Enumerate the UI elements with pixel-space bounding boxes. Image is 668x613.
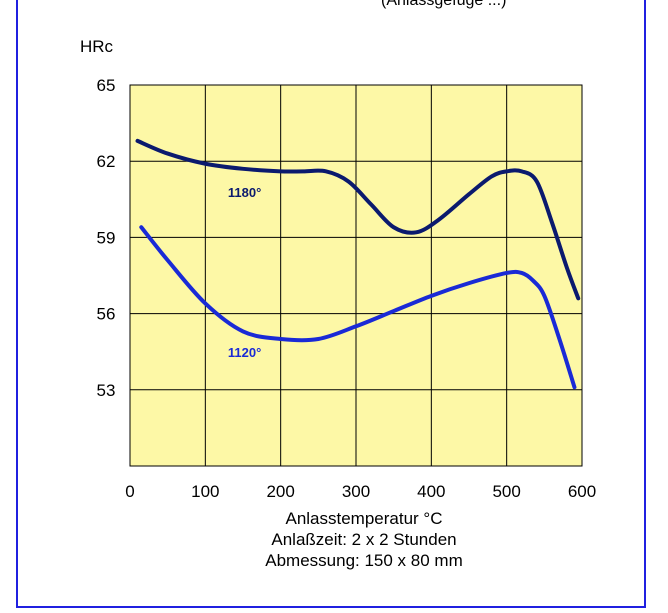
y-tick-label: 53 xyxy=(97,381,116,400)
y-tick-label: 59 xyxy=(97,228,116,247)
y-tick-label: 65 xyxy=(97,76,116,95)
ticks-layer: 0 100 200 300 400 500 600 53 56 59 62 65 xyxy=(97,76,597,501)
x-tick-label: 500 xyxy=(492,482,520,501)
x-tick-label: 300 xyxy=(342,482,370,501)
note-duration: Anlaßzeit: 2 x 2 Stunden xyxy=(271,530,457,549)
series-line xyxy=(139,225,577,390)
labels-layer: 1180° 1120° xyxy=(228,185,261,360)
x-axis-label: Anlasstemperatur °C xyxy=(285,509,443,528)
y-tick-label: 56 xyxy=(97,305,116,324)
y-tick-label: 62 xyxy=(97,152,116,171)
series-label: 1180° xyxy=(228,185,261,200)
note-dimension: Abmessung: 150 x 80 mm xyxy=(265,551,463,570)
x-tick-label: 0 xyxy=(125,482,134,501)
series-layer xyxy=(135,138,581,390)
x-tick-label: 100 xyxy=(191,482,219,501)
y-axis-label: HRc xyxy=(80,37,114,56)
series-line xyxy=(135,138,581,301)
x-axis-captions: Anlasstemperatur °C Anlaßzeit: 2 x 2 Stu… xyxy=(0,508,668,571)
series-label: 1120° xyxy=(228,345,261,360)
x-tick-label: 200 xyxy=(266,482,294,501)
x-tick-label: 400 xyxy=(417,482,445,501)
top-caption: (Anlassgefüge ...) xyxy=(381,0,507,9)
x-tick-label: 600 xyxy=(568,482,596,501)
grid xyxy=(130,85,582,466)
